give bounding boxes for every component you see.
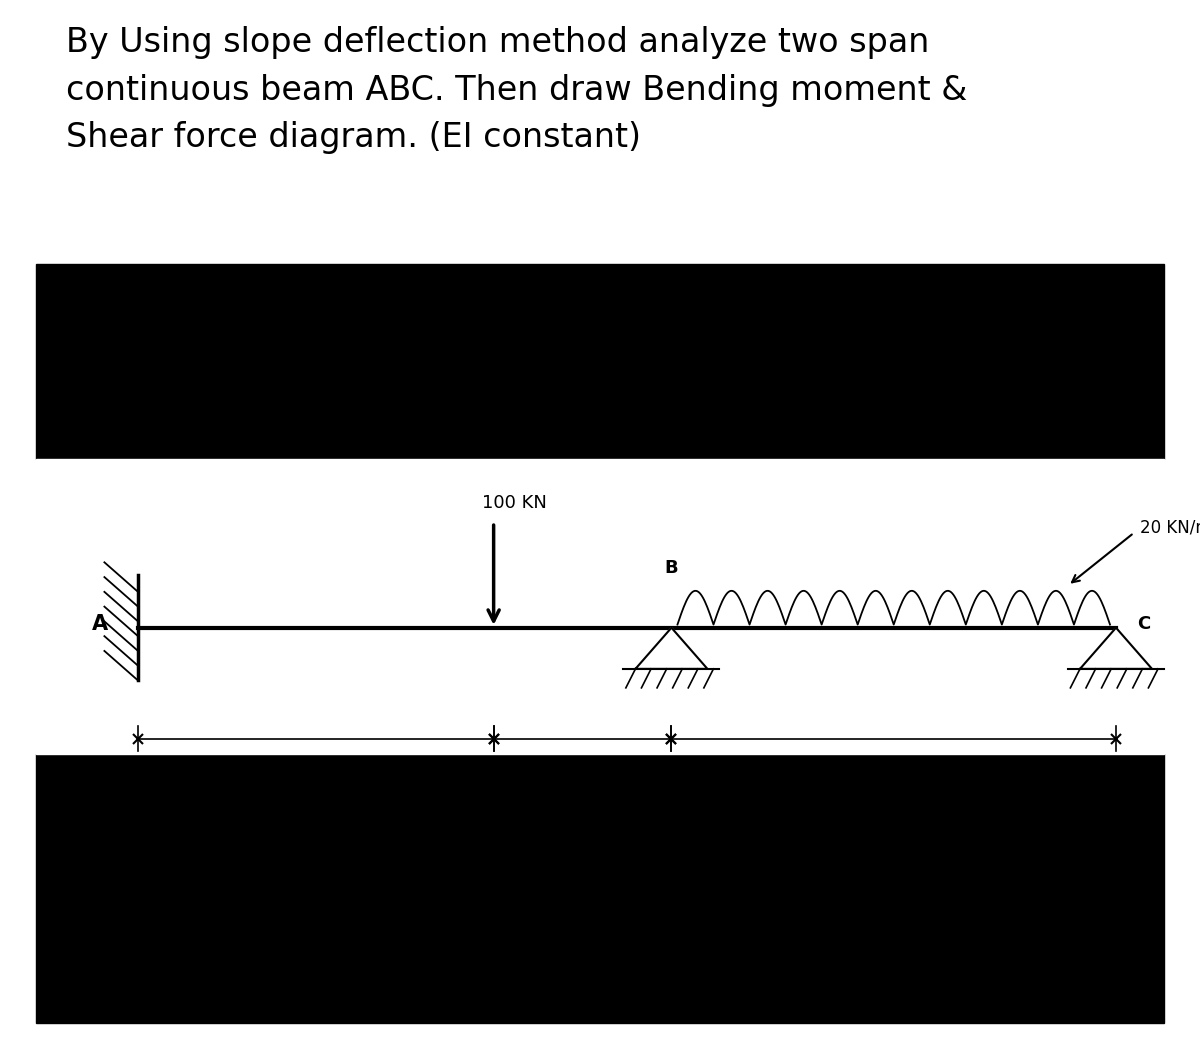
Text: Shear force diagram. (EI constant): Shear force diagram. (EI constant) [66,121,641,154]
Text: B: B [665,559,678,577]
Polygon shape [1080,628,1152,669]
Text: 20 KN/m: 20 KN/m [1140,518,1200,537]
Polygon shape [636,628,708,669]
Text: 4m: 4m [302,757,329,775]
Bar [36,264,1164,459]
Text: 2m: 2m [569,757,596,775]
Text: C: C [1138,614,1151,633]
Text: By Using slope deflection method analyze two span: By Using slope deflection method analyze… [66,26,929,59]
Text: 5m: 5m [881,757,907,775]
Text: continuous beam ABC. Then draw Bending moment &: continuous beam ABC. Then draw Bending m… [66,74,967,107]
Bar [36,754,1164,1023]
Text: 100 KN: 100 KN [481,494,546,512]
Text: A: A [92,614,108,633]
Bar [36,459,1164,754]
